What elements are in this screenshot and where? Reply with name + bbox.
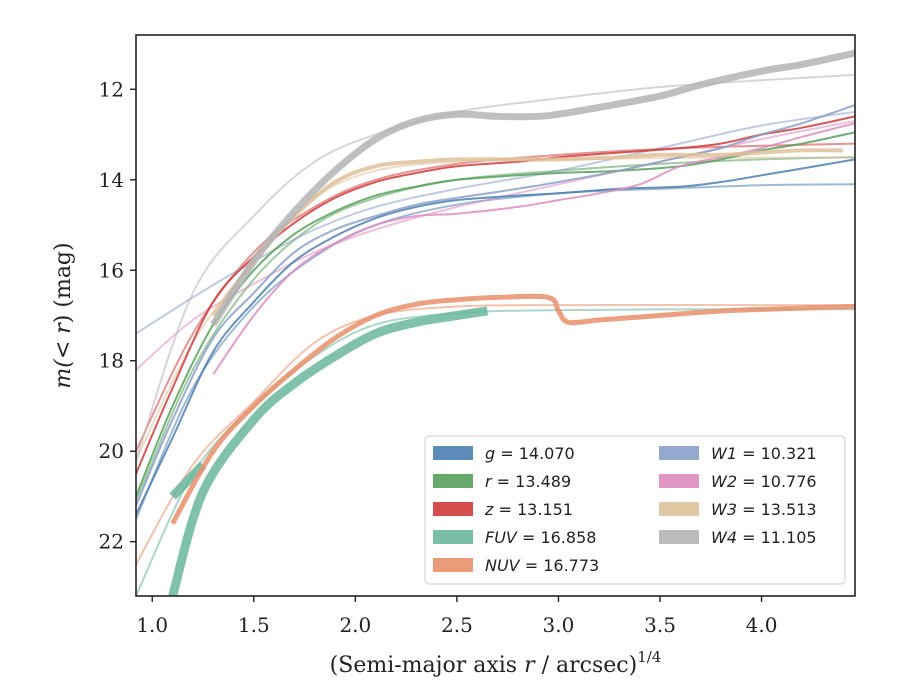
x-axis-label-var: r <box>524 653 536 678</box>
legend-band-name: z <box>484 500 494 519</box>
legend-swatch-z <box>433 502 473 516</box>
legend-band-name: r <box>485 472 493 491</box>
legend-band-value: = 10.321 <box>737 444 817 463</box>
legend-band-value: = 13.513 <box>737 500 817 519</box>
series-w1-model-line <box>136 110 855 335</box>
y-axis-label-post: ) (mag) <box>51 242 76 323</box>
legend-band-name: FUV <box>485 528 518 547</box>
series-w3-model-line <box>136 156 855 462</box>
y-axis-label: m(< r) (mag) <box>51 242 76 388</box>
x-tick-label: 4.0 <box>746 613 778 637</box>
legend-band-value: = 10.776 <box>737 472 817 491</box>
x-tick-label: 2.5 <box>441 613 473 637</box>
legend-label-w1: W1 = 10.321 <box>711 444 817 463</box>
legend-swatch-r <box>433 474 473 488</box>
legend-band-value: = 16.773 <box>520 556 600 575</box>
y-tick-label: 12 <box>99 77 124 101</box>
y-axis-label-mid: < r <box>51 322 76 359</box>
x-tick-label: 2.0 <box>339 613 371 637</box>
x-tick-label: 1.0 <box>136 613 168 637</box>
y-tick-label: 14 <box>99 168 124 192</box>
series-w3-data-line <box>211 148 843 317</box>
y-axis-ticks: 12 14 16 18 20 22 <box>99 77 136 554</box>
legend-swatch-fuv <box>433 530 473 544</box>
legend-swatch-w1 <box>659 446 699 460</box>
legend-label-r: r = 13.489 <box>485 472 571 491</box>
series-nuv-data-line <box>170 293 855 525</box>
legend-label-nuv: NUV = 16.773 <box>485 556 599 575</box>
series-w4-data-line <box>210 49 855 327</box>
legend-label-w4: W4 = 11.105 <box>711 528 817 547</box>
y-tick-label: 16 <box>99 258 124 282</box>
series-w1-data-line <box>136 104 855 506</box>
legend-band-value: = 13.151 <box>493 500 573 519</box>
legend-label-w3: W3 = 13.513 <box>711 500 817 519</box>
legend-label-z: z = 13.151 <box>484 500 573 519</box>
plot-frame <box>135 34 856 597</box>
legend-swatch-nuv <box>433 558 473 572</box>
legend-band-name: W4 <box>711 528 737 547</box>
series-g-data-line <box>136 158 855 516</box>
y-tick-label: 20 <box>99 439 124 463</box>
legend-band-value: = 16.858 <box>517 528 597 547</box>
legend-swatch-w3 <box>659 502 699 516</box>
legend-label-g: g = 14.070 <box>485 444 575 463</box>
legend-swatch-w2 <box>659 474 699 488</box>
legend-band-name: g <box>485 444 495 463</box>
x-axis-label-pre: (Semi-major axis <box>330 653 524 678</box>
x-axis-label-post: / arcsec) <box>535 653 638 678</box>
x-axis-ticks: 1.0 1.5 2.0 2.5 3.0 3.5 4.0 <box>136 596 777 637</box>
legend-band-value: = 13.489 <box>492 472 572 491</box>
legend-band-value: = 11.105 <box>737 528 817 547</box>
legend-band-name: W1 <box>711 444 737 463</box>
y-tick-label: 18 <box>99 349 124 373</box>
legend-label-fuv: FUV = 16.858 <box>485 528 596 547</box>
y-tick-label: 22 <box>99 530 124 554</box>
y-axis-label-pre: m( <box>51 359 76 389</box>
x-tick-label: 3.5 <box>644 613 676 637</box>
series-g-model-line <box>136 183 855 521</box>
legend-band-name: NUV <box>485 556 521 575</box>
series-fuv-data-line <box>168 306 489 596</box>
x-tick-label: 3.0 <box>543 613 575 637</box>
legend-band-value: = 14.070 <box>495 444 575 463</box>
legend-band-name: W3 <box>711 500 737 519</box>
legend-band-name: W2 <box>711 472 737 491</box>
x-tick-label: 1.5 <box>238 613 270 637</box>
legend-label-w2: W2 = 10.776 <box>711 472 817 491</box>
x-axis-label: (Semi-major axis r / arcsec)1/4 <box>330 648 662 678</box>
series-z-data-line <box>136 115 855 475</box>
legend-box <box>424 435 846 585</box>
legend-swatch-g <box>433 446 473 460</box>
x-axis-label-sup: 1/4 <box>637 648 661 666</box>
series-layer <box>136 49 855 596</box>
legend-swatch-w4 <box>659 530 699 544</box>
